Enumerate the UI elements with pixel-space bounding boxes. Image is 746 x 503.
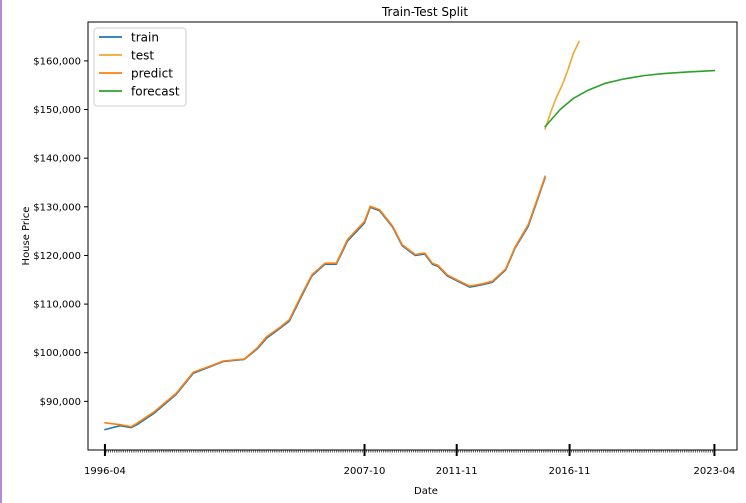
y-tick-label: $140,000 <box>33 154 81 165</box>
x-axis: 1996-04 2007-10 2011-11 2016-11 2023-04 <box>84 444 735 477</box>
y-tick-label: $120,000 <box>33 251 81 262</box>
legend-label-forecast: forecast <box>131 85 180 99</box>
y-tick-label: $110,000 <box>33 300 81 311</box>
y-tick-label: $150,000 <box>33 105 81 116</box>
legend-box <box>93 27 187 107</box>
series-lines <box>104 40 716 431</box>
legend-label-test: test <box>131 49 154 63</box>
series-line-test <box>544 40 580 130</box>
legend: train test predict forecast <box>93 27 187 107</box>
y-axis-label: House Price <box>21 207 32 266</box>
legend-label-train: train <box>131 31 159 45</box>
x-tick-label: 2023-04 <box>694 466 736 477</box>
x-tick-label: 2011-11 <box>436 466 478 477</box>
chart-title: Train-Test Split <box>381 5 468 19</box>
x-tick-label: 2016-11 <box>549 466 591 477</box>
y-tick-label: $160,000 <box>33 56 81 67</box>
y-tick-label: $130,000 <box>33 202 81 213</box>
left-border <box>0 0 2 503</box>
y-tick-label: $100,000 <box>33 348 81 359</box>
plot-area <box>87 21 738 451</box>
series-line-train <box>104 176 546 431</box>
series-line-forecast <box>544 69 716 128</box>
x-tick-label: 1996-04 <box>84 466 126 477</box>
x-tick-label: 2007-10 <box>344 466 386 477</box>
legend-label-predict: predict <box>131 67 173 81</box>
y-tick-label: $90,000 <box>40 397 81 408</box>
x-axis-label: Date <box>414 486 438 497</box>
series-line-predict <box>104 175 546 428</box>
y-axis: $90,000 $100,000 $110,000 $120,000 $130,000 $… <box>33 56 88 408</box>
